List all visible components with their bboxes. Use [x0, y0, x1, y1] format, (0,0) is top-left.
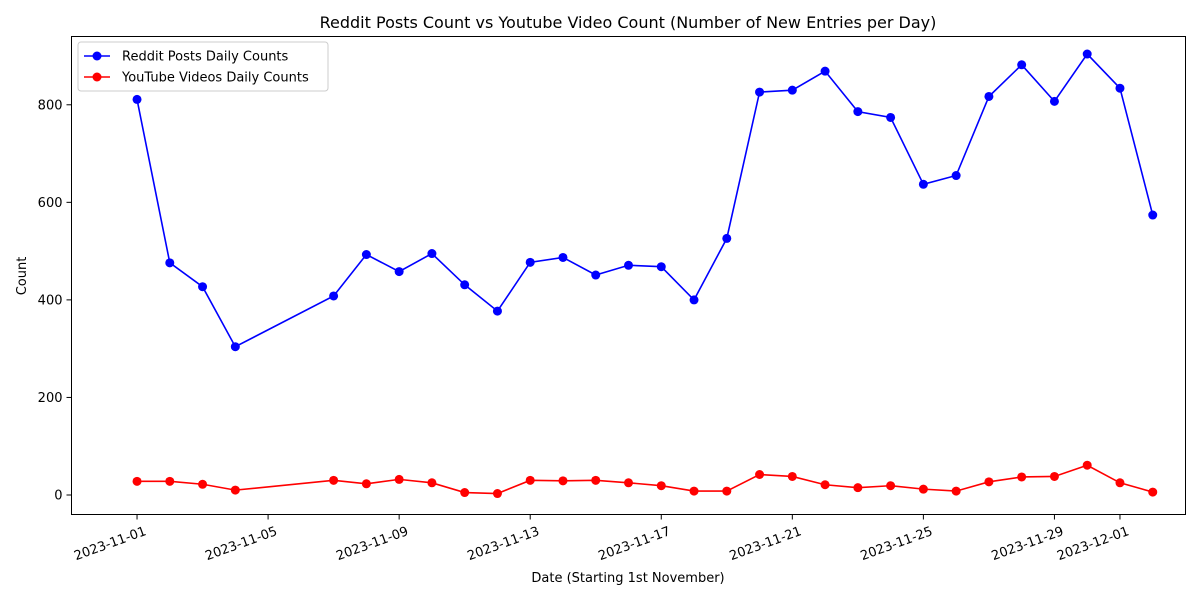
- data-point: [132, 476, 142, 486]
- x-tick-label: 2023-11-17: [596, 524, 672, 564]
- series-line-1: [137, 464, 1153, 495]
- data-point: [820, 480, 830, 490]
- data-point: [492, 306, 502, 316]
- data-point: [1049, 96, 1059, 106]
- data-point: [165, 476, 175, 486]
- data-point: [918, 484, 928, 494]
- legend-label: Reddit Posts Daily Counts: [122, 50, 289, 65]
- x-axis: 2023-11-01 2023-11-05 2023-11-09 2023-11-13…: [72, 514, 1131, 564]
- data-point: [427, 478, 437, 488]
- data-point: [591, 270, 601, 280]
- data-point: [787, 471, 797, 481]
- data-point: [689, 295, 699, 305]
- data-point: [1115, 478, 1125, 488]
- y-axis: 0 200 400 600 800: [38, 98, 72, 503]
- data-point: [492, 489, 502, 499]
- data-point: [1049, 471, 1059, 481]
- y-tick-label: 200: [38, 391, 63, 406]
- data-point: [460, 280, 470, 290]
- data-point: [329, 291, 339, 301]
- data-point: [460, 488, 470, 498]
- data-point: [198, 282, 208, 292]
- plot-frame: [71, 36, 1186, 515]
- data-point: [1082, 460, 1092, 470]
- x-tick-label: 2023-11-13: [465, 524, 541, 564]
- data-point: [689, 486, 699, 496]
- data-point: [230, 342, 240, 352]
- x-tick-label: 2023-11-25: [859, 524, 935, 564]
- data-point: [722, 486, 732, 496]
- data-point: [1082, 49, 1092, 59]
- data-point: [787, 85, 797, 95]
- data-point: [525, 257, 535, 267]
- data-point: [951, 171, 961, 181]
- x-tick-label: 2023-11-01: [72, 524, 148, 564]
- data-point: [558, 252, 568, 262]
- data-point: [591, 475, 601, 485]
- data-point: [427, 249, 437, 259]
- data-point: [329, 475, 339, 485]
- data-point: [394, 474, 404, 484]
- x-tick-label: 2023-11-29: [990, 524, 1066, 564]
- legend-marker: [92, 72, 102, 82]
- data-point: [165, 258, 175, 268]
- legend-box: [77, 41, 329, 92]
- x-tick-label: 2023-12-01: [1055, 524, 1131, 564]
- y-tick-label: 400: [38, 293, 63, 308]
- legend-label: YouTube Videos Daily Counts: [121, 71, 309, 86]
- data-point: [132, 94, 142, 104]
- data-point: [558, 476, 568, 486]
- data-point: [361, 250, 371, 260]
- data-point: [1148, 210, 1158, 220]
- data-point: [755, 470, 765, 480]
- data-point: [656, 262, 666, 272]
- data-point: [1017, 472, 1027, 482]
- y-tick-label: 600: [38, 196, 63, 211]
- data-point: [951, 486, 961, 496]
- data-point: [394, 267, 404, 277]
- data-point: [853, 483, 863, 493]
- data-point: [820, 66, 830, 76]
- y-axis-label: Count: [15, 257, 30, 296]
- x-axis-label: Date (Starting 1st November): [531, 571, 724, 586]
- data-point: [1115, 83, 1125, 93]
- data-point: [230, 485, 240, 495]
- data-point: [722, 233, 732, 243]
- data-point: [624, 260, 633, 270]
- x-tick-label: 2023-11-09: [334, 524, 410, 564]
- series-layer: [132, 49, 1158, 499]
- data-point: [918, 179, 928, 189]
- data-point: [886, 112, 896, 122]
- y-tick-label: 800: [38, 98, 63, 113]
- chart-title: Reddit Posts Count vs Youtube Video Coun…: [320, 13, 937, 32]
- legend: Reddit Posts Daily Counts YouTube Videos …: [77, 41, 329, 92]
- series-line-0: [136, 52, 1154, 348]
- x-tick-label: 2023-11-21: [728, 524, 804, 564]
- x-tick-label: 2023-11-05: [203, 524, 279, 564]
- data-point: [624, 478, 633, 488]
- data-point: [1017, 60, 1027, 70]
- y-tick-label: 0: [54, 488, 62, 503]
- data-point: [656, 481, 666, 491]
- data-point: [755, 87, 765, 97]
- legend-marker: [92, 51, 102, 61]
- data-point: [984, 91, 994, 101]
- data-point: [984, 477, 994, 487]
- data-point: [361, 479, 371, 489]
- data-point: [1148, 487, 1158, 497]
- data-point: [853, 107, 863, 117]
- data-point: [886, 481, 896, 491]
- data-point: [198, 479, 208, 489]
- data-point: [525, 475, 535, 485]
